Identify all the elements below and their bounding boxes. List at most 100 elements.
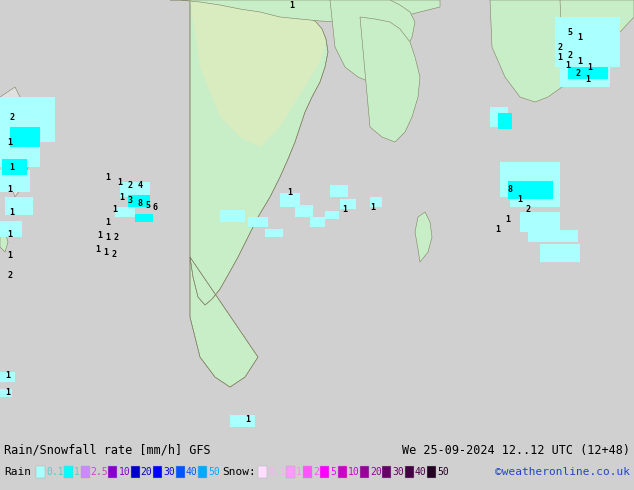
Text: 50: 50 [437,467,449,477]
Text: 2: 2 [557,43,562,51]
Text: 1: 1 [105,218,110,226]
Text: 3: 3 [127,196,133,204]
Text: 40: 40 [415,467,427,477]
Bar [560,47,610,87]
Polygon shape [0,87,30,197]
Text: 2: 2 [127,180,133,190]
Text: 1: 1 [296,467,302,477]
Text: 1: 1 [96,245,101,253]
Text: 2.5: 2.5 [91,467,108,477]
Text: Rain/Snowfall rate [mm/h] GFS: Rain/Snowfall rate [mm/h] GFS [4,443,210,457]
Bar [340,199,356,209]
Bar [427,466,436,478]
Text: 1: 1 [105,233,110,242]
Text: 10: 10 [119,467,130,477]
Text: 1: 1 [10,208,15,217]
Text: 2: 2 [567,50,573,59]
Bar [337,466,347,478]
Text: 1: 1 [103,247,108,257]
Text: 4: 4 [138,180,143,190]
Text: 1: 1 [588,63,593,72]
Text: 1: 1 [6,388,11,396]
Text: 1: 1 [74,467,79,477]
Text: 1: 1 [578,56,583,66]
Polygon shape [330,0,415,82]
Text: 1: 1 [505,215,510,223]
Text: ©weatheronline.co.uk: ©weatheronline.co.uk [495,467,630,477]
Text: 1: 1 [8,185,13,194]
Text: 2: 2 [112,249,117,259]
Bar [248,217,268,227]
Text: 1: 1 [117,177,122,187]
Bar [120,182,150,197]
Polygon shape [360,17,420,142]
Bar [10,127,40,147]
Polygon shape [190,0,326,147]
Bar [0,389,12,397]
Bar [295,205,313,217]
Text: 2: 2 [576,69,581,77]
Bar [310,217,325,227]
Bar [520,212,560,232]
Bar [540,244,580,262]
Bar [508,181,553,199]
Text: 0.1: 0.1 [268,467,286,477]
Text: Rain: Rain [4,467,31,477]
Text: 1: 1 [370,202,375,212]
Text: 2: 2 [113,233,119,242]
Text: 1: 1 [586,74,590,83]
Bar [265,229,283,237]
Text: 5: 5 [330,467,336,477]
Text: 8: 8 [138,198,143,208]
Bar [370,197,382,207]
Bar [490,107,508,127]
Text: 1: 1 [112,204,117,214]
Text: 1: 1 [342,204,347,214]
Bar [0,142,40,167]
Text: 1: 1 [578,32,583,42]
Text: 2: 2 [10,113,15,122]
Text: 1: 1 [98,230,103,240]
Bar [63,466,73,478]
Bar [303,466,312,478]
Polygon shape [415,212,432,262]
Text: 6: 6 [153,202,157,212]
Polygon shape [490,0,592,102]
Text: 1: 1 [10,163,15,172]
Bar [500,162,560,197]
Bar [220,210,245,222]
Bar [108,466,117,478]
Text: 2: 2 [313,467,319,477]
Bar [230,415,255,427]
Text: 20: 20 [141,467,153,477]
Text: 1: 1 [496,224,500,234]
Text: 1: 1 [557,52,562,62]
Bar [498,113,512,129]
Text: 1: 1 [517,195,522,203]
Text: 1: 1 [566,60,571,70]
Polygon shape [560,0,634,57]
Text: 40: 40 [186,467,197,477]
Bar [0,97,55,142]
Bar [0,170,30,192]
Bar [510,195,560,207]
Text: 1: 1 [290,0,295,9]
Bar [81,466,90,478]
Bar [115,207,135,217]
Bar [286,466,295,478]
Text: 0.1: 0.1 [46,467,63,477]
Bar [568,51,608,79]
Text: 10: 10 [347,467,359,477]
Text: 30: 30 [163,467,175,477]
Bar [131,466,140,478]
Bar [330,185,348,197]
Text: 1: 1 [6,370,11,380]
Bar [0,372,15,382]
Text: 1: 1 [8,229,13,239]
Text: 1: 1 [8,138,13,147]
Bar [176,466,184,478]
Bar [360,466,369,478]
Bar [280,193,300,207]
Bar [36,466,45,478]
Bar [325,211,339,219]
